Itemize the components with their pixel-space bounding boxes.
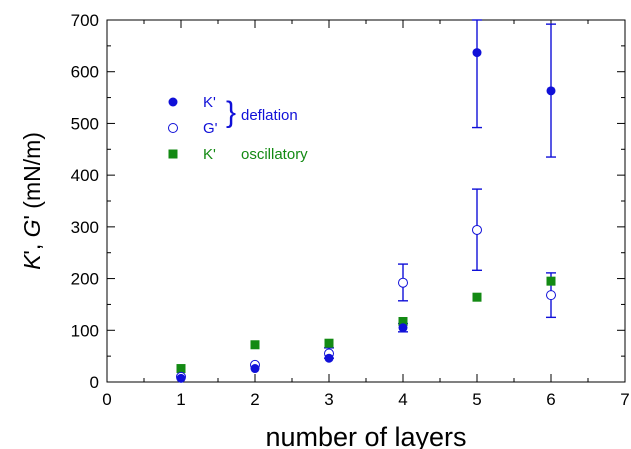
- y-tick-label: 0: [90, 373, 99, 392]
- data-point-oscillatory-k: [176, 364, 186, 374]
- y-tick-label: 100: [71, 321, 99, 340]
- legend-marker-square: [168, 149, 178, 159]
- x-tick-label: 5: [472, 390, 481, 409]
- x-tick-label: 1: [176, 390, 185, 409]
- y-axis-title: K', G' (mN/m): [19, 132, 45, 270]
- data-point-oscillatory-k: [250, 340, 260, 350]
- data-point-deflation-g: [472, 224, 482, 235]
- data-point-deflation-k: [250, 364, 260, 374]
- y-tick-label: 700: [71, 11, 99, 30]
- y-tick-label: 300: [71, 218, 99, 237]
- data-point-deflation-k: [324, 353, 334, 363]
- x-tick-label: 2: [250, 390, 259, 409]
- legend-marker-filled-circle: [168, 97, 178, 107]
- plot-frame: [106, 19, 626, 383]
- y-axis-title-part: ' (mN/m): [19, 132, 45, 219]
- data-markers: [176, 48, 556, 383]
- data-point-oscillatory-k: [546, 276, 556, 286]
- y-tick-label: 500: [71, 114, 99, 133]
- legend-label-suffix: oscillatory: [241, 146, 308, 163]
- y-axis-title-part: G: [19, 220, 45, 238]
- legend-deflation-label: deflation: [241, 107, 298, 124]
- x-tick-label: 0: [102, 390, 111, 409]
- data-point-oscillatory-k: [398, 316, 408, 326]
- x-tick-label: 3: [324, 390, 333, 409]
- legend-label: K': [203, 146, 216, 163]
- y-tick-label: 400: [71, 166, 99, 185]
- x-tick-label: 4: [398, 390, 407, 409]
- data-point-oscillatory-k: [324, 338, 334, 348]
- x-axis-title: number of layers: [265, 422, 466, 449]
- y-axis-title-part: K: [19, 253, 45, 270]
- data-point-deflation-k: [398, 323, 408, 333]
- legend-marker-open-circle: [168, 123, 178, 133]
- y-tick-label: 200: [71, 270, 99, 289]
- y-tick-label: 600: [71, 63, 99, 82]
- data-point-deflation-g: [398, 277, 408, 288]
- data-point-deflation-k: [472, 48, 482, 58]
- legend-label: G': [203, 120, 218, 137]
- axis-ticks: [106, 19, 626, 383]
- legend-brace: }: [226, 96, 236, 129]
- x-tick-label: 6: [546, 390, 555, 409]
- data-point-deflation-k: [176, 373, 186, 383]
- data-point-deflation-k: [546, 86, 556, 96]
- data-point-oscillatory-k: [472, 292, 482, 302]
- y-axis-title-part: ',: [19, 237, 45, 254]
- legend: K' G' K' oscillatory} deflation: [168, 94, 308, 163]
- tick-labels: 0 1 2 3 4 5 6 7 0 100 200 300 400 500 600 700: [71, 11, 630, 409]
- legend-label: K': [203, 94, 216, 111]
- error-bars: [324, 19, 556, 359]
- x-tick-label: 7: [620, 390, 629, 409]
- data-point-deflation-g: [546, 290, 556, 301]
